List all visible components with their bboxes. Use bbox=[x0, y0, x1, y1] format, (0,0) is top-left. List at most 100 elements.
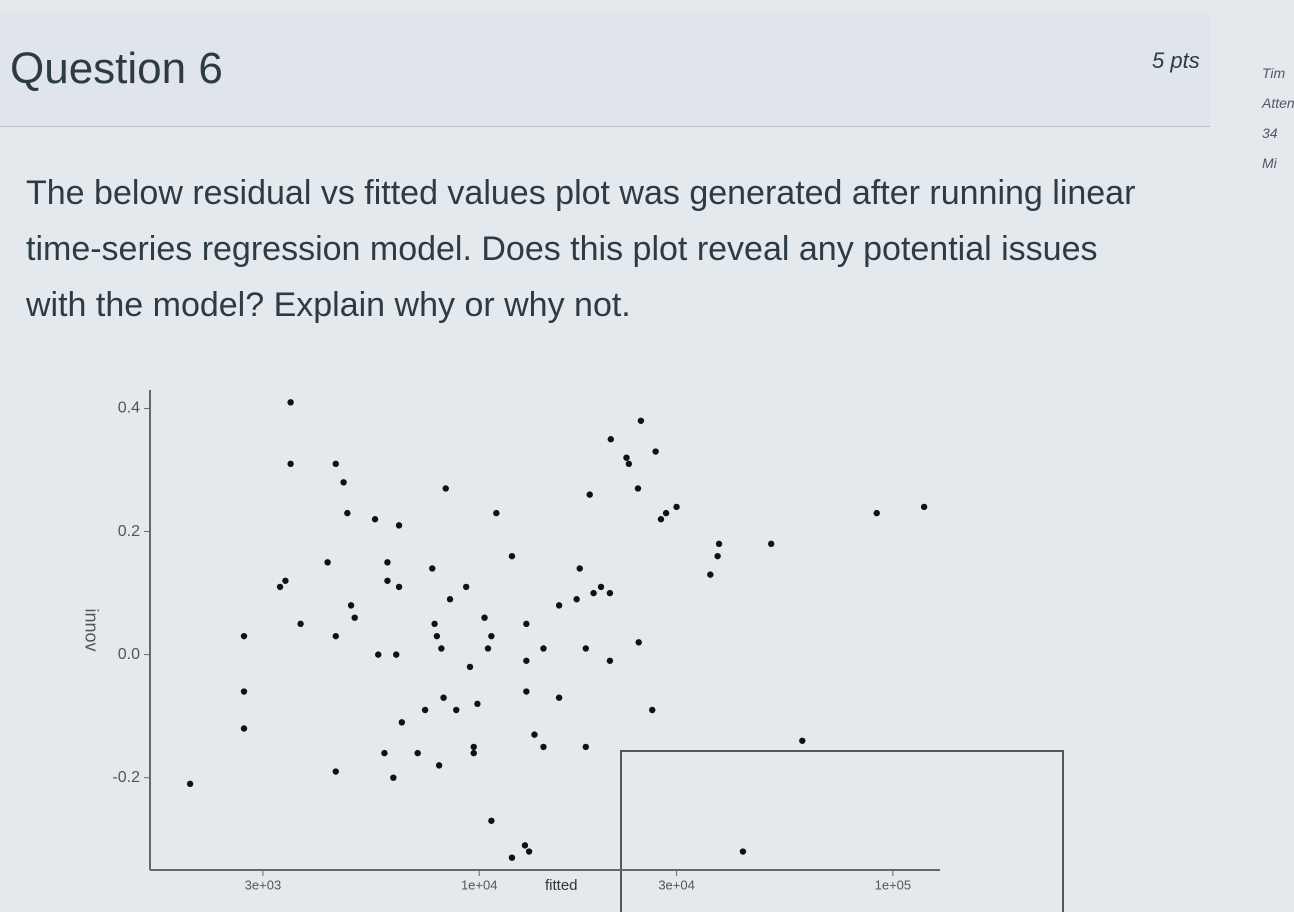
chart: -0.2 0.0 0.2 0.4 3e+03 1e+04 3e+04 1e+05 fitted i… bbox=[81, 390, 940, 890]
point bbox=[523, 657, 530, 664]
y-tick-label: -0.2 bbox=[112, 769, 140, 786]
point bbox=[324, 559, 331, 566]
point bbox=[462, 583, 470, 591]
point bbox=[521, 842, 529, 849]
point bbox=[186, 780, 194, 788]
question-points: 5 pts bbox=[1152, 48, 1200, 73]
point bbox=[582, 743, 590, 751]
x-tick-label: 3e+04 bbox=[658, 877, 695, 890]
point bbox=[508, 552, 516, 560]
point bbox=[531, 731, 538, 738]
question-header bbox=[0, 14, 1210, 127]
point bbox=[488, 632, 495, 640]
point bbox=[508, 854, 516, 861]
question-title: Question 6 bbox=[10, 44, 223, 93]
point bbox=[381, 749, 388, 757]
point bbox=[715, 540, 723, 548]
point bbox=[576, 565, 583, 572]
point bbox=[240, 725, 248, 732]
point bbox=[453, 706, 460, 714]
point bbox=[597, 583, 605, 591]
point bbox=[625, 460, 633, 468]
point bbox=[540, 645, 547, 652]
point bbox=[920, 503, 928, 511]
point bbox=[429, 565, 436, 572]
point bbox=[555, 694, 563, 701]
page: Question 6 5 pts Tim Atten 34 Mi The bel… bbox=[0, 14, 1294, 912]
point bbox=[606, 589, 614, 597]
sidebar-text: 34 Mi bbox=[1262, 125, 1278, 171]
point bbox=[332, 632, 339, 640]
point bbox=[446, 596, 454, 603]
point bbox=[466, 663, 474, 671]
point bbox=[398, 719, 406, 726]
point bbox=[523, 688, 530, 695]
point bbox=[474, 700, 481, 708]
point bbox=[470, 749, 477, 757]
point bbox=[493, 509, 500, 517]
point bbox=[540, 743, 547, 751]
point bbox=[384, 559, 391, 566]
y-tick-label: 0.4 bbox=[118, 400, 140, 417]
point bbox=[332, 768, 339, 775]
point bbox=[739, 848, 747, 855]
point bbox=[707, 571, 714, 578]
sidebar-text: Atten bbox=[1262, 95, 1294, 111]
point bbox=[297, 620, 304, 628]
point bbox=[470, 743, 477, 751]
point bbox=[395, 522, 403, 529]
point bbox=[414, 749, 421, 757]
point bbox=[606, 657, 614, 664]
point bbox=[652, 448, 659, 455]
point bbox=[523, 620, 530, 628]
point bbox=[384, 577, 391, 584]
point bbox=[435, 762, 443, 769]
point bbox=[555, 602, 563, 609]
sidebar: Tim Atten 34 Mi bbox=[1262, 58, 1294, 178]
point bbox=[433, 632, 441, 640]
point bbox=[375, 651, 382, 658]
point bbox=[442, 485, 449, 492]
point bbox=[440, 694, 447, 701]
point bbox=[799, 737, 806, 744]
x-tick-label: 3e+03 bbox=[245, 877, 282, 890]
point bbox=[635, 639, 642, 646]
point bbox=[586, 491, 593, 498]
point bbox=[332, 460, 339, 468]
y-tick-label: 0.2 bbox=[118, 523, 140, 540]
question-text: The below residual vs fitted values plot… bbox=[26, 174, 1136, 324]
point bbox=[240, 632, 248, 640]
point bbox=[431, 620, 438, 628]
point bbox=[438, 645, 445, 652]
point bbox=[623, 454, 630, 461]
point bbox=[573, 596, 580, 603]
point bbox=[287, 399, 294, 406]
point bbox=[767, 540, 775, 548]
x-tick-label: 1e+05 bbox=[875, 877, 912, 890]
point bbox=[590, 589, 597, 597]
point bbox=[393, 651, 400, 658]
point bbox=[287, 460, 294, 468]
sidebar-text: Tim bbox=[1262, 65, 1286, 81]
point bbox=[607, 436, 614, 443]
point bbox=[525, 848, 533, 855]
point bbox=[634, 485, 642, 492]
point bbox=[649, 706, 656, 714]
point bbox=[276, 583, 284, 591]
point bbox=[714, 552, 721, 560]
point bbox=[488, 817, 495, 824]
point bbox=[657, 516, 665, 523]
y-axis-label: innov bbox=[81, 608, 101, 651]
point bbox=[240, 688, 248, 695]
point bbox=[662, 509, 670, 517]
point bbox=[351, 614, 358, 621]
answer-editor[interactable] bbox=[620, 750, 1064, 912]
x-tick-label: 1e+04 bbox=[461, 877, 498, 890]
y-tick-label: 0.0 bbox=[118, 646, 140, 663]
x-axis-label: fitted bbox=[545, 877, 578, 890]
point bbox=[673, 503, 680, 511]
point bbox=[390, 774, 397, 781]
point bbox=[873, 509, 880, 517]
point bbox=[344, 509, 351, 517]
point bbox=[484, 645, 492, 652]
